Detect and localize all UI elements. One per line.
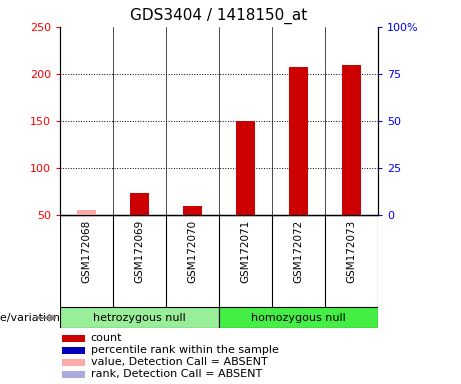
Text: count: count [91, 333, 122, 343]
Text: genotype/variation: genotype/variation [0, 313, 60, 323]
Bar [236, 121, 255, 215]
Bar [289, 67, 308, 215]
Text: percentile rank within the sample: percentile rank within the sample [91, 345, 278, 355]
Bar [219, 307, 378, 328]
Text: GSM172071: GSM172071 [241, 220, 250, 283]
Text: GSM172069: GSM172069 [135, 220, 144, 283]
Title: GDS3404 / 1418150_at: GDS3404 / 1418150_at [130, 8, 307, 24]
Text: homozygous null: homozygous null [251, 313, 346, 323]
Bar [342, 65, 361, 215]
Bar [62, 371, 85, 377]
Text: hetrozygous null: hetrozygous null [93, 313, 186, 323]
Text: GSM172070: GSM172070 [188, 220, 197, 283]
Bar [60, 307, 219, 328]
Text: rank, Detection Call = ABSENT: rank, Detection Call = ABSENT [91, 369, 262, 379]
Text: GSM172068: GSM172068 [82, 220, 91, 283]
Text: value, Detection Call = ABSENT: value, Detection Call = ABSENT [91, 357, 267, 367]
Bar [130, 194, 149, 215]
Text: GSM172072: GSM172072 [294, 220, 303, 283]
Bar [183, 206, 202, 215]
Bar [77, 210, 96, 215]
Bar [62, 347, 85, 354]
Text: GSM172073: GSM172073 [347, 220, 356, 283]
Bar [62, 335, 85, 341]
Bar [62, 359, 85, 366]
